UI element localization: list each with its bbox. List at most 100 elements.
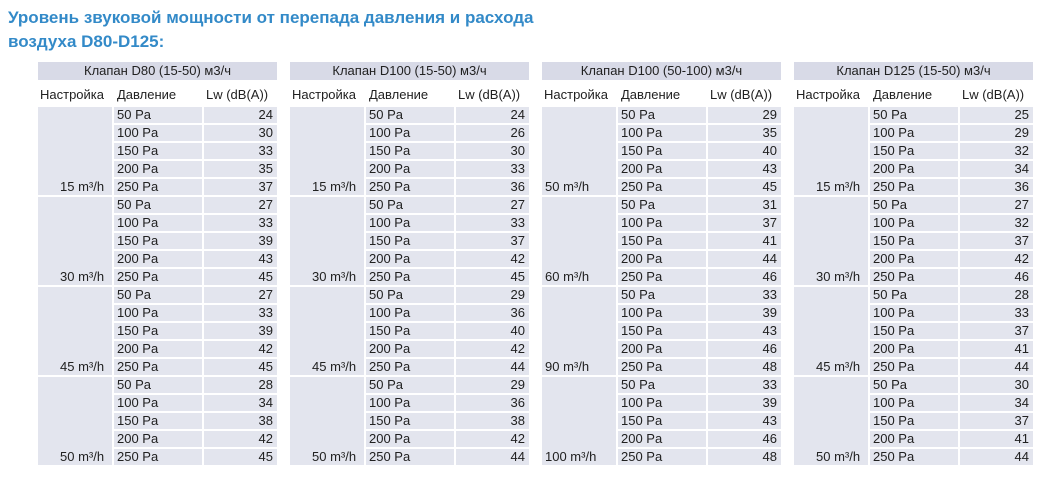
pressure-cell: 200 Pa — [366, 161, 454, 177]
table-body: 15 m³/h 50 Pa 24 100 Pa 26 150 Pa 30 200 Pa 33 25… — [290, 107, 529, 465]
column-header-pressure: Давление — [366, 84, 454, 105]
pressure-cell: 250 Pa — [870, 359, 958, 375]
lw-value-cell: 39 — [708, 395, 781, 411]
pressure-cell: 150 Pa — [618, 233, 706, 249]
pressure-cell: 150 Pa — [114, 323, 202, 339]
lw-value-cell: 36 — [456, 395, 529, 411]
valve-table: Клапан D80 (15-50) м3/ч Настройка Давление… — [38, 62, 277, 465]
pressure-cell: 250 Pa — [366, 449, 454, 465]
lw-value-cell: 34 — [960, 161, 1033, 177]
lw-value-cell: 42 — [456, 431, 529, 447]
column-header-setting: Настройка — [794, 84, 868, 105]
lw-value-cell: 24 — [456, 107, 529, 123]
lw-value-cell: 45 — [204, 269, 277, 285]
pressure-cell: 200 Pa — [618, 431, 706, 447]
pressure-cell: 250 Pa — [870, 269, 958, 285]
pressure-cell: 200 Pa — [114, 251, 202, 267]
lw-value-cell: 39 — [204, 233, 277, 249]
pressure-cell: 200 Pa — [870, 161, 958, 177]
pressure-cell: 250 Pa — [618, 359, 706, 375]
pressure-cell: 50 Pa — [114, 287, 202, 303]
pressure-cell: 250 Pa — [618, 269, 706, 285]
tables-container: Клапан D80 (15-50) м3/ч Настройка Давление… — [38, 62, 1033, 465]
pressure-cell: 100 Pa — [114, 395, 202, 411]
lw-value-cell: 37 — [708, 215, 781, 231]
pressure-cell: 200 Pa — [870, 341, 958, 357]
column-header-setting: Настройка — [290, 84, 364, 105]
lw-value-cell: 40 — [456, 323, 529, 339]
pressure-cell: 150 Pa — [870, 413, 958, 429]
lw-value-cell: 37 — [456, 233, 529, 249]
lw-value-cell: 32 — [960, 215, 1033, 231]
column-header-setting: Настройка — [542, 84, 616, 105]
lw-value-cell: 39 — [204, 323, 277, 339]
lw-value-cell: 29 — [960, 125, 1033, 141]
pressure-cell: 100 Pa — [114, 305, 202, 321]
flow-group-cell: 30 m³/h — [290, 197, 364, 285]
lw-value-cell: 34 — [204, 395, 277, 411]
lw-value-cell: 27 — [960, 197, 1033, 213]
pressure-cell: 100 Pa — [870, 125, 958, 141]
lw-value-cell: 33 — [708, 287, 781, 303]
flow-group-cell: 15 m³/h — [38, 107, 112, 195]
flow-group-cell: 50 m³/h — [794, 377, 868, 465]
pressure-cell: 250 Pa — [366, 359, 454, 375]
lw-value-cell: 36 — [456, 305, 529, 321]
lw-value-cell: 24 — [204, 107, 277, 123]
pressure-cell: 200 Pa — [114, 341, 202, 357]
lw-value-cell: 30 — [456, 143, 529, 159]
lw-value-cell: 31 — [708, 197, 781, 213]
column-header-pressure: Давление — [618, 84, 706, 105]
pressure-cell: 50 Pa — [114, 107, 202, 123]
lw-value-cell: 28 — [960, 287, 1033, 303]
pressure-cell: 150 Pa — [366, 233, 454, 249]
pressure-cell: 100 Pa — [618, 305, 706, 321]
lw-value-cell: 25 — [960, 107, 1033, 123]
lw-value-cell: 33 — [456, 215, 529, 231]
pressure-cell: 250 Pa — [114, 179, 202, 195]
pressure-cell: 50 Pa — [366, 377, 454, 393]
lw-value-cell: 26 — [456, 125, 529, 141]
pressure-cell: 150 Pa — [870, 143, 958, 159]
pressure-cell: 50 Pa — [870, 287, 958, 303]
valve-table: Клапан D100 (15-50) м3/ч Настройка Давлени… — [290, 62, 529, 465]
table-header-row: Настройка Давление Lw (dB(A)) — [38, 84, 277, 105]
lw-value-cell: 40 — [708, 143, 781, 159]
lw-value-cell: 36 — [456, 179, 529, 195]
pressure-cell: 150 Pa — [114, 143, 202, 159]
lw-value-cell: 28 — [204, 377, 277, 393]
lw-value-cell: 45 — [456, 269, 529, 285]
lw-value-cell: 44 — [456, 449, 529, 465]
lw-value-cell: 29 — [456, 287, 529, 303]
lw-value-cell: 46 — [960, 269, 1033, 285]
pressure-cell: 100 Pa — [366, 305, 454, 321]
pressure-cell: 200 Pa — [114, 431, 202, 447]
column-header-lw: Lw (dB(A)) — [204, 84, 277, 105]
flow-group-cell: 30 m³/h — [38, 197, 112, 285]
page-title-line-1: Уровень звуковой мощности от перепада да… — [8, 8, 534, 27]
lw-value-cell: 44 — [456, 359, 529, 375]
pressure-cell: 250 Pa — [114, 359, 202, 375]
flow-group-cell: 45 m³/h — [794, 287, 868, 375]
pressure-cell: 150 Pa — [366, 413, 454, 429]
lw-value-cell: 42 — [960, 251, 1033, 267]
lw-value-cell: 33 — [204, 143, 277, 159]
column-header-pressure: Давление — [114, 84, 202, 105]
pressure-cell: 50 Pa — [618, 287, 706, 303]
pressure-cell: 150 Pa — [366, 143, 454, 159]
flow-group-cell: 45 m³/h — [290, 287, 364, 375]
pressure-cell: 250 Pa — [870, 449, 958, 465]
pressure-cell: 200 Pa — [366, 341, 454, 357]
flow-group-cell: 60 m³/h — [542, 197, 616, 285]
table-body: 15 m³/h 50 Pa 24 100 Pa 30 150 Pa 33 200 Pa 35 25… — [38, 107, 277, 465]
lw-value-cell: 42 — [204, 341, 277, 357]
column-header-lw: Lw (dB(A)) — [960, 84, 1033, 105]
pressure-cell: 250 Pa — [366, 269, 454, 285]
flow-group-cell: 15 m³/h — [794, 107, 868, 195]
pressure-cell: 50 Pa — [114, 377, 202, 393]
pressure-cell: 100 Pa — [870, 305, 958, 321]
lw-value-cell: 37 — [960, 233, 1033, 249]
lw-value-cell: 43 — [204, 251, 277, 267]
lw-value-cell: 43 — [708, 323, 781, 339]
pressure-cell: 150 Pa — [618, 143, 706, 159]
